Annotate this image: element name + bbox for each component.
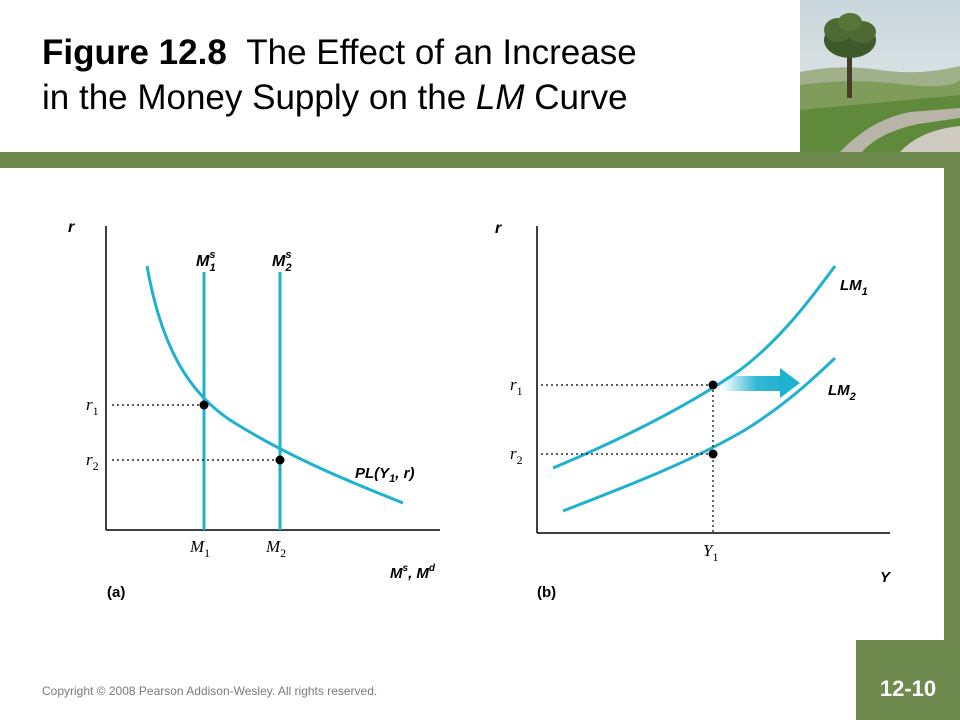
panel-b-point-1 <box>708 380 718 390</box>
accent-bar-top <box>0 152 960 168</box>
money-supply-1-label: Ms 1 <box>196 249 216 274</box>
panel-b-y-label: r <box>495 220 502 237</box>
slide-title: Figure 12.8 The Effect of an Increase in… <box>42 30 792 120</box>
landscape-photo <box>800 0 960 152</box>
title-line-2a: in the Money Supply on the <box>42 78 476 117</box>
panel-a-r1-label: r1 <box>86 395 99 418</box>
lm1-label: LM1 <box>840 277 868 298</box>
money-demand-curve <box>145 265 404 505</box>
shift-arrow-icon <box>722 368 800 398</box>
lm2-curve <box>562 356 837 513</box>
panel-b-r2-label: r2 <box>510 444 523 467</box>
lm1-curve <box>552 265 837 470</box>
copyright-notice: Copyright © 2008 Pearson Addison-Wesley.… <box>42 684 378 698</box>
money-supply-2-label: Ms 2 <box>272 249 292 274</box>
title-line-2b: Curve <box>524 78 628 117</box>
panel-a-m1-label: M1 <box>189 537 210 560</box>
panel-b-r1-label: r1 <box>510 375 523 398</box>
panel-b-y1-label: Y1 <box>703 541 718 564</box>
panel-b-label: (b) <box>537 584 556 601</box>
panel-a: r Ms 1 Ms 2 r1 r2 M1 M2 PL(Y1, r) Ms, Md (… <box>68 219 440 601</box>
panel-a-equilibrium-1 <box>199 400 209 410</box>
panel-b-x-label: Y <box>880 569 892 586</box>
page-number: 12-10 <box>879 676 937 701</box>
panel-a-r2-label: r2 <box>86 450 99 473</box>
title-line-1: The Effect of an Increase <box>246 33 637 72</box>
accent-bar-right <box>944 152 960 640</box>
panel-a-m2-label: M2 <box>265 537 286 560</box>
panel-a-x-label: Ms, Md <box>390 563 436 582</box>
figure-number: Figure 12.8 <box>42 33 227 72</box>
title-italic: LM <box>475 78 525 117</box>
lm2-label: LM2 <box>828 382 856 403</box>
panel-a-label: (a) <box>107 584 125 601</box>
panel-a-y-label: r <box>68 219 75 236</box>
panel-b-point-2 <box>708 449 718 459</box>
page-number-box <box>856 640 960 720</box>
panel-a-equilibrium-2 <box>275 455 285 465</box>
money-demand-label: PL(Y1, r) <box>355 465 414 485</box>
panel-b: r Y LM1 LM2 r1 r2 Y1 (b) <box>495 220 892 601</box>
